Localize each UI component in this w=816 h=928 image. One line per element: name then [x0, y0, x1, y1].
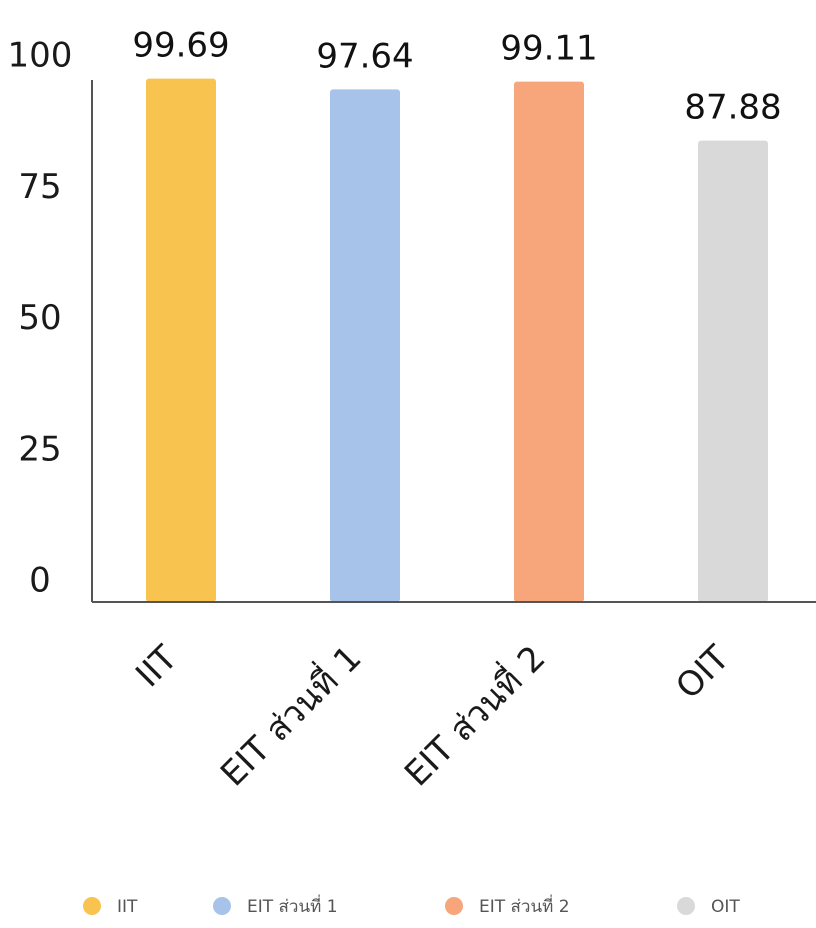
bar	[514, 81, 584, 603]
y-tick-label: 0	[29, 561, 51, 601]
legend-label: EIT ส่วนที่ 1	[247, 894, 338, 917]
legend-swatch	[213, 897, 231, 915]
x-tick-label: EIT ส่วนที่ 1	[210, 635, 369, 794]
x-tick-label: IIT	[128, 638, 185, 695]
legend-label: IIT	[117, 897, 138, 917]
y-tick-label: 100	[8, 36, 73, 76]
y-tick-label: 75	[18, 167, 61, 207]
data-label: 97.64	[316, 36, 413, 76]
bar	[698, 140, 768, 602]
legend-swatch	[83, 897, 101, 915]
data-label: 99.69	[132, 26, 229, 66]
legend-swatch	[445, 897, 463, 915]
y-axis: 0 25 50 75 100	[8, 36, 93, 602]
y-tick-label: 50	[18, 298, 61, 338]
y-tick-label: 25	[18, 429, 61, 469]
data-label: 99.11	[500, 29, 597, 69]
x-tick-label: OIT	[668, 638, 737, 707]
data-label: 87.88	[684, 88, 781, 128]
data-labels: 99.69 97.64 99.11 87.88	[132, 26, 781, 128]
x-tick-label: EIT ส่วนที่ 2	[394, 635, 553, 794]
legend-label: OIT	[711, 897, 740, 917]
x-axis: IIT EIT ส่วนที่ 1 EIT ส่วนที่ 2 OIT	[92, 601, 816, 794]
legend-swatch	[677, 897, 695, 915]
bar	[146, 78, 216, 602]
legend: IIT EIT ส่วนที่ 1 EIT ส่วนที่ 2 OIT	[83, 894, 740, 917]
bar	[330, 89, 400, 602]
legend-label: EIT ส่วนที่ 2	[479, 894, 570, 917]
bars	[146, 78, 768, 603]
